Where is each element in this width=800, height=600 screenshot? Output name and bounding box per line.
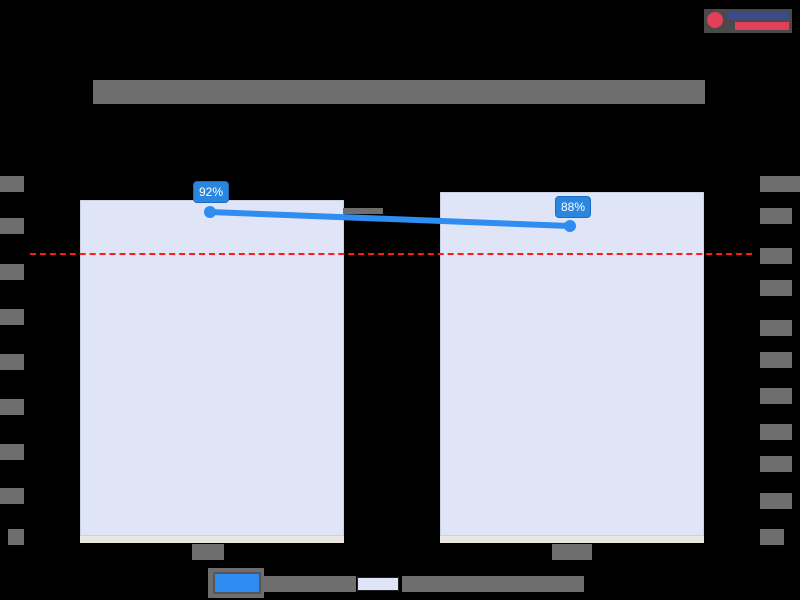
left-tick-label — [8, 529, 24, 545]
x-tick-label — [552, 544, 592, 560]
chart-title — [93, 80, 705, 104]
left-tick-label — [0, 218, 24, 234]
right-tick-label — [760, 424, 792, 440]
right-tick-label — [760, 493, 792, 509]
data-point — [204, 206, 216, 218]
x-tick-label — [192, 544, 224, 560]
right-tick-label — [760, 248, 792, 264]
right-tick-label — [760, 176, 800, 192]
bar-base-2 — [440, 536, 704, 543]
bar-category-2 — [440, 192, 704, 536]
obscured-label — [343, 208, 383, 214]
data-point — [564, 220, 576, 232]
point-label: 88% — [555, 196, 592, 218]
left-tick-label — [0, 488, 24, 504]
left-tick-label — [0, 176, 24, 192]
right-tick-label — [760, 320, 792, 336]
logo-text-top — [727, 12, 789, 20]
right-tick-label — [760, 352, 792, 368]
right-tick-label — [760, 208, 792, 224]
left-tick-label — [0, 444, 24, 460]
left-tick-label — [0, 264, 24, 280]
right-tick-label — [760, 456, 792, 472]
right-tick-label — [760, 280, 792, 296]
bar-base-1 — [80, 536, 344, 543]
left-tick-label — [0, 399, 24, 415]
right-tick-label — [760, 388, 792, 404]
left-tick-label — [0, 309, 24, 325]
logo-text-bottom — [735, 22, 789, 30]
point-label: 92% — [193, 181, 230, 203]
logo-icon — [707, 12, 723, 28]
right-tick-label — [760, 529, 784, 545]
legend-swatch-line — [213, 572, 261, 594]
reference-line — [30, 253, 752, 255]
legend-label-bar — [402, 576, 584, 592]
legend-swatch-bar — [357, 577, 399, 591]
legend-label-line — [264, 576, 356, 592]
left-tick-label — [0, 354, 24, 370]
